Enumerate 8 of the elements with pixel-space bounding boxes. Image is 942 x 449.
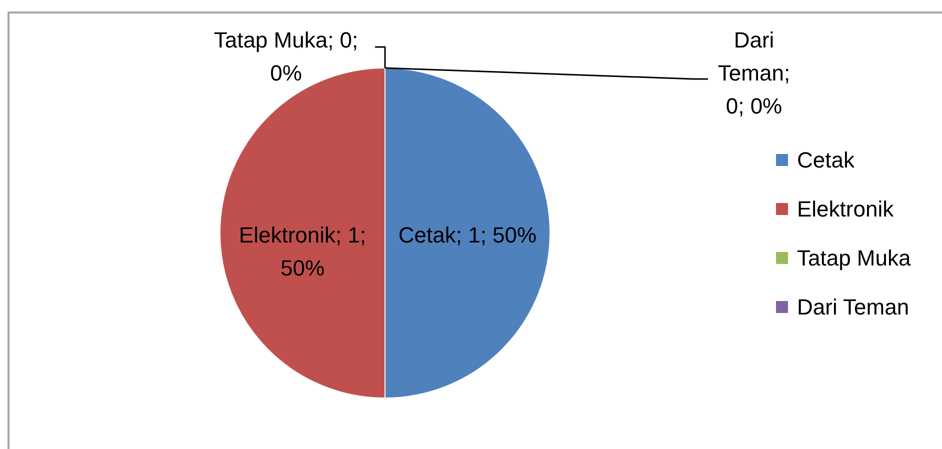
text: Dari Teman; 0; 0%	[718, 28, 790, 119]
legend-label: Elektronik	[797, 196, 895, 222]
legend-label: Tatap Muka	[797, 246, 912, 271]
data-label: Cetak; 1; 50%	[398, 222, 537, 248]
data-label: Elektronik; 1; 50%	[238, 222, 366, 281]
text: Tatap Muka; 0; 0%	[214, 28, 358, 86]
legend-label: Cetak	[797, 148, 856, 173]
legend-label: Dari Teman	[797, 294, 910, 320]
